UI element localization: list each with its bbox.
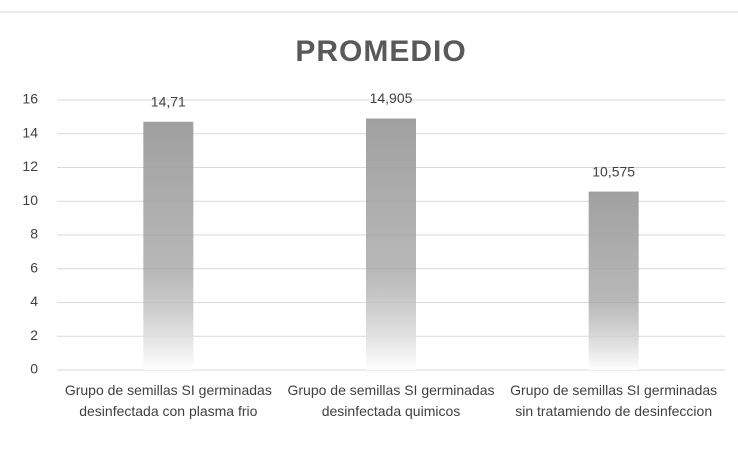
value-label: 10,575 [592,163,635,179]
y-tick-label: 12 [22,158,38,174]
y-tick-label: 10 [22,192,38,208]
y-tick-label: 2 [30,327,38,343]
bar [143,121,194,370]
y-tick-label: 6 [30,259,38,275]
value-label: 14,905 [370,90,413,106]
x-tick-label: Grupo de semillas SI germinadas sin trat… [510,382,718,419]
y-tick-label: 0 [30,361,38,377]
chart-title: PROMEDIO [295,35,466,68]
x-tick-label: Grupo de semillas SI germinadas desinfec… [64,382,272,419]
y-tick-label: 8 [30,226,38,242]
x-tick-label: Grupo de semillas SI germinadas desinfec… [287,382,495,419]
y-tick-label: 4 [30,293,38,309]
value-label: 14,71 [151,93,186,109]
bar [366,118,416,371]
y-tick-label: 14 [22,124,38,140]
y-tick-label: 16 [22,91,38,107]
bar [588,191,639,370]
